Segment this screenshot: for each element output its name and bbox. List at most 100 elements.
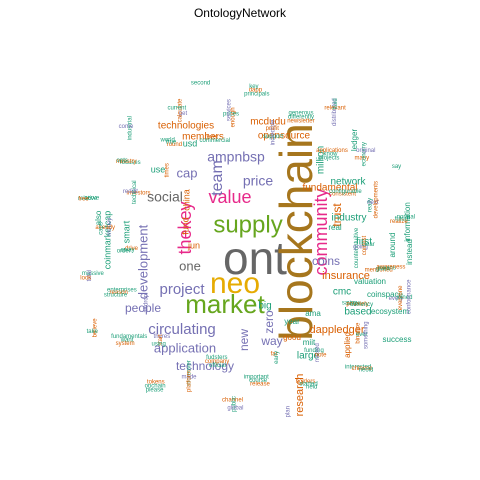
word-small-67: dapp	[249, 88, 263, 94]
word-small-20: money	[107, 218, 113, 236]
word-small-93: structure	[104, 292, 128, 298]
word-way: way	[260, 334, 282, 348]
word-ampnbsp: ampnbsp	[207, 149, 265, 165]
word-small-109: applications	[316, 148, 348, 154]
word-small-77: means	[378, 266, 396, 272]
word-small-63: true	[166, 140, 177, 146]
word-small-50: made	[181, 375, 197, 381]
word-small-108: fluid	[333, 98, 339, 109]
word-small-87: official	[209, 363, 226, 369]
word-small-57: away	[121, 247, 135, 253]
word-small-55: reason	[110, 290, 128, 296]
word-small-31: newsletter	[287, 119, 314, 125]
word-small-41: since	[346, 301, 361, 307]
word-small-17: enterprises	[107, 287, 137, 293]
word-small-95: order	[117, 249, 131, 255]
word-small-34: many	[354, 155, 369, 161]
word-coinmarketcap: coinmarketcap	[102, 211, 112, 270]
word-small-43: chinese	[352, 366, 373, 372]
word-usd: usd	[183, 138, 198, 148]
word-small-19: drive	[125, 246, 139, 252]
word-small-96: caps	[99, 222, 105, 235]
word-around: around	[388, 233, 397, 258]
word-neo: neo	[210, 267, 260, 300]
word-small-65: commercial	[199, 138, 230, 144]
word-smart: smart	[121, 220, 131, 243]
word-small-14: theres	[154, 334, 171, 340]
word-small-35: say	[392, 164, 401, 170]
word-small-112: developments	[374, 181, 380, 218]
word-small-39: given	[376, 266, 390, 272]
word-small-82: note	[315, 353, 327, 359]
word-price: price	[243, 173, 274, 189]
word-supply: supply	[213, 211, 282, 238]
word-small-79: privately	[346, 302, 368, 308]
word-information: information	[403, 202, 412, 242]
word-industry: industry	[331, 213, 366, 224]
word-small-46: far	[271, 352, 278, 358]
word-small-66: prices	[223, 111, 239, 117]
word-small-59: relative	[78, 196, 98, 202]
word-small-78: joined	[395, 295, 412, 301]
word-ledger: ledger	[350, 129, 359, 152]
word-small-30: support	[263, 134, 283, 140]
word-small-116: conformance	[406, 279, 412, 314]
word-china: china	[181, 189, 191, 211]
word-applied: applied	[343, 332, 352, 358]
word-small-74: next	[367, 200, 379, 206]
word-small-6: funding	[304, 348, 324, 354]
word-small-36: really	[367, 198, 373, 212]
word-small-100: times	[165, 163, 171, 177]
word-community: community	[311, 188, 331, 275]
word-small-32: distributed	[332, 98, 338, 126]
word-small-10: channel	[222, 398, 243, 404]
word-small-98: reddit	[123, 189, 138, 195]
word-small-52: start	[158, 334, 164, 346]
word-small-70: relevant	[324, 106, 346, 112]
word-dappledger: dappledger	[309, 324, 364, 336]
word-mcdudu: mcdudu	[250, 117, 286, 128]
word-small-104: services	[227, 99, 233, 121]
word-small-12: moreover	[187, 360, 193, 385]
word-small-99: onts	[117, 158, 128, 164]
word-members: members	[182, 132, 224, 143]
word-small-22: investors	[126, 190, 150, 196]
word-ont: ont	[223, 232, 287, 284]
word-miit: miit	[303, 338, 316, 347]
word-research: research	[294, 374, 306, 417]
word-technologies: technologies	[158, 121, 214, 132]
word-instead: instead	[405, 239, 414, 265]
word-small-28: enough	[230, 107, 236, 127]
word-small-71: know	[323, 152, 338, 158]
word-use: use	[151, 164, 166, 174]
word-small-54: take	[87, 329, 99, 335]
word-small-9: important	[244, 374, 269, 380]
word-small-97: free	[78, 196, 89, 202]
word-coinspace: coinspace	[367, 290, 404, 299]
word-first: first	[356, 237, 372, 248]
word-small-86: global	[227, 405, 243, 411]
word-insurance: insurance	[322, 270, 370, 282]
word-based: based	[344, 307, 371, 318]
word-development: development	[135, 224, 150, 299]
word-small-105: key	[249, 84, 258, 90]
word-small-26: get	[179, 111, 188, 117]
word-small-53: want	[120, 338, 134, 344]
word-small-115: awareness	[376, 265, 405, 271]
word-small-49: company	[205, 359, 229, 365]
word-real: real	[328, 223, 342, 232]
word-fundamental: fundamental	[302, 183, 357, 194]
word-people: people	[125, 301, 161, 315]
word-small-94: look	[80, 276, 92, 282]
word-one: one	[179, 258, 201, 273]
word-new: new	[237, 329, 251, 351]
word-cmc: cmc	[333, 287, 351, 298]
word-small-61: ministry	[116, 159, 137, 165]
word-small-45: started	[299, 382, 317, 388]
word-ecosystem: ecosystem	[371, 307, 410, 316]
word-small-2: every	[389, 296, 404, 302]
word-small-90: using	[152, 341, 166, 347]
word-small-103: ever	[207, 135, 219, 141]
word-small-72: economy	[361, 142, 367, 166]
